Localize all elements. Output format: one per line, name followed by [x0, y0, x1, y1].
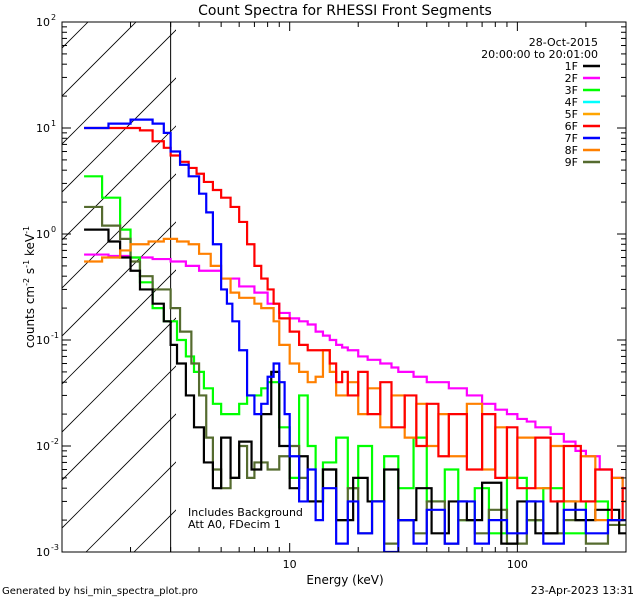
y-label-exp2: -1 — [22, 260, 31, 268]
annotation-background: Includes Background — [188, 506, 303, 519]
y-tick-exponent: -3 — [51, 543, 59, 552]
series-6F — [84, 126, 626, 522]
hatch-line — [85, 461, 176, 552]
y-tick-label: 10 — [36, 440, 50, 453]
y-tick-exponent: 2 — [51, 13, 56, 22]
legend-time-range: 20:00:00 to 20:01:00 — [481, 48, 598, 61]
hatch-line — [62, 125, 176, 241]
hatched-region — [0, 0, 176, 552]
x-tick-label: 100 — [507, 558, 528, 571]
y-label-exp3: -1 — [22, 226, 31, 234]
y-tick-label: 10 — [36, 546, 50, 559]
hatch-line — [62, 173, 176, 289]
legend-label-6F: 6F — [565, 120, 578, 133]
legend-label-5F: 5F — [565, 108, 578, 121]
hatch-line — [62, 413, 176, 529]
legend-date: 28-Oct-2015 — [529, 36, 598, 49]
hatch-line — [62, 221, 176, 337]
series-layer — [84, 118, 626, 552]
x-axis-label: Energy (keV) — [306, 573, 383, 587]
y-label-exp1: -2 — [22, 278, 31, 286]
hatch-line — [62, 29, 176, 145]
hatch-line — [62, 365, 176, 481]
y-tick-label: 10 — [36, 122, 50, 135]
hatch-line — [62, 22, 137, 97]
y-tick-exponent: 1 — [51, 119, 56, 128]
legend-label-1F: 1F — [565, 60, 578, 73]
legend-label-3F: 3F — [565, 84, 578, 97]
y-axis-label: counts cm-2 s-1 keV-1 — [22, 226, 37, 348]
x-tick-label: 10 — [283, 558, 297, 571]
legend-label-7F: 7F — [565, 132, 578, 145]
generated-by: Generated by hsi_min_spectra_plot.pro — [2, 586, 198, 597]
timestamp: 23-Apr-2023 13:31 — [531, 584, 634, 597]
series-1F — [84, 228, 626, 545]
chart-title: Count Spectra for RHESSI Front Segments — [198, 3, 492, 19]
y-tick-exponent: -2 — [51, 437, 59, 446]
y-tick-exponent: -1 — [51, 331, 59, 340]
series-7F — [84, 118, 626, 552]
y-tick-label: 10 — [36, 228, 50, 241]
y-tick-exponent: 0 — [51, 225, 56, 234]
y-label-mid: s — [23, 268, 37, 278]
y-tick-label: 10 — [36, 16, 50, 29]
y-tick-label: 10 — [36, 334, 50, 347]
y-label-base: counts cm — [23, 286, 37, 348]
legend-label-2F: 2F — [565, 72, 578, 85]
series-3F — [84, 175, 626, 535]
annotation-attenuator: Att A0, FDecim 1 — [188, 518, 281, 531]
series-9F — [84, 205, 626, 545]
plot-frame — [61, 21, 627, 553]
y-label-mid2: keV — [23, 233, 37, 260]
legend-label-8F: 8F — [565, 144, 578, 157]
legend-label-9F: 9F — [565, 156, 578, 169]
legend-label-4F: 4F — [565, 96, 578, 109]
hatch-line — [0, 0, 110, 552]
